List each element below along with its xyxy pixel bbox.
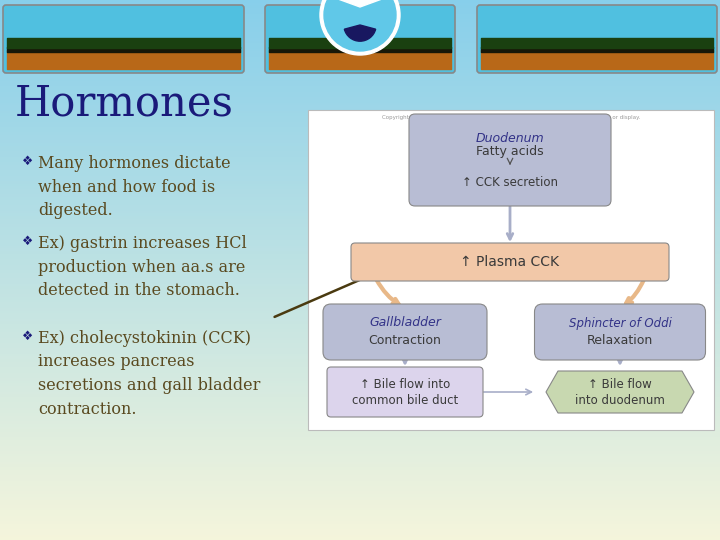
Wedge shape [344, 25, 376, 41]
Text: Copyright © The McGraw-Hill Companies, Inc. Permission required for reproduction: Copyright © The McGraw-Hill Companies, I… [382, 114, 640, 120]
Circle shape [324, 0, 396, 51]
FancyBboxPatch shape [308, 110, 714, 430]
Text: Duodenum: Duodenum [476, 132, 544, 145]
Text: ↑ CCK secretion: ↑ CCK secretion [462, 176, 558, 188]
FancyBboxPatch shape [534, 304, 706, 360]
Text: common bile duct: common bile duct [352, 394, 458, 407]
Text: Hormones: Hormones [15, 82, 234, 124]
FancyBboxPatch shape [323, 304, 487, 360]
Text: ↑ Bile flow into: ↑ Bile flow into [360, 377, 450, 390]
Text: ❖: ❖ [22, 235, 33, 248]
Text: ❖: ❖ [22, 330, 33, 343]
Text: Fatty acids: Fatty acids [476, 145, 544, 159]
Wedge shape [338, 0, 382, 7]
FancyBboxPatch shape [327, 367, 483, 417]
FancyBboxPatch shape [409, 114, 611, 206]
Text: ❖: ❖ [22, 155, 33, 168]
Text: into duodenum: into duodenum [575, 394, 665, 407]
FancyBboxPatch shape [477, 5, 717, 73]
FancyBboxPatch shape [351, 243, 669, 281]
Text: Contraction: Contraction [369, 334, 441, 348]
Polygon shape [546, 371, 694, 413]
Text: Relaxation: Relaxation [587, 334, 653, 348]
Text: Ex) cholecystokinin (CCK)
increases pancreas
secretions and gall bladder
contrac: Ex) cholecystokinin (CCK) increases panc… [38, 330, 261, 417]
FancyBboxPatch shape [3, 5, 244, 73]
Text: ↑ Bile flow: ↑ Bile flow [588, 377, 652, 390]
FancyBboxPatch shape [265, 5, 455, 73]
Text: Gallbladder: Gallbladder [369, 316, 441, 329]
Text: Many hormones dictate
when and how food is
digested.: Many hormones dictate when and how food … [38, 155, 230, 219]
Text: Sphincter of Oddi: Sphincter of Oddi [569, 316, 672, 329]
Circle shape [320, 0, 400, 55]
Text: ↑ Plasma CCK: ↑ Plasma CCK [461, 255, 559, 269]
Text: Ex) gastrin increases HCl
production when aa.s are
detected in the stomach.: Ex) gastrin increases HCl production whe… [38, 235, 247, 299]
